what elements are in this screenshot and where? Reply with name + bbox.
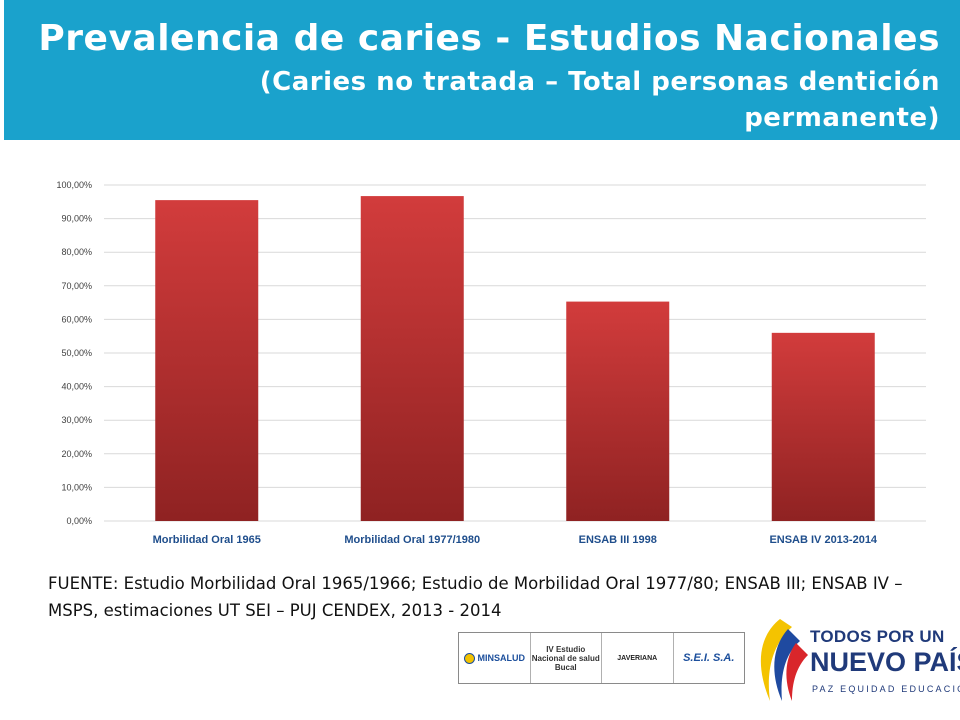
- y-tick-label: 10,00%: [61, 482, 92, 492]
- colombia-seal-icon: [463, 652, 475, 664]
- y-tick-label: 60,00%: [61, 314, 92, 324]
- x-category-label: Morbilidad Oral 1977/1980: [344, 534, 480, 546]
- bar-3: [566, 301, 670, 521]
- bar-2: [360, 196, 464, 521]
- todos-por-un-nuevo-pais-logo: TODOS POR UN NUEVO PAÍS PAZ EQUIDAD EDUC…: [752, 615, 960, 705]
- y-axis-tick-labels: 0,00% 10,00% 20,00% 30,00% 40,00% 50,00% 60,00…: [56, 180, 92, 526]
- bar-1: [155, 200, 259, 521]
- y-tick-label: 40,00%: [61, 382, 92, 392]
- x-category-label: ENSAB IV 2013-2014: [769, 534, 877, 546]
- flag-swoosh-icon: [760, 619, 808, 701]
- partner-logos: MINSALUD IV Estudio Nacional de salud Bu…: [458, 632, 745, 684]
- ensab-logo: IV Estudio Nacional de salud Bucal: [531, 633, 602, 683]
- minsalud-logo: MINSALUD: [459, 633, 531, 683]
- y-tick-label: 70,00%: [61, 281, 92, 291]
- y-tick-label: 30,00%: [61, 415, 92, 425]
- y-tick-label: 50,00%: [61, 348, 92, 358]
- x-category-label: ENSAB III 1998: [579, 534, 657, 546]
- sei-logo: S.E.I. S.A.: [683, 652, 735, 664]
- x-category-label: Morbilidad Oral 1965: [153, 534, 261, 546]
- y-tick-label: 0,00%: [66, 516, 92, 526]
- y-tick-label: 90,00%: [61, 214, 92, 224]
- y-tick-label: 20,00%: [61, 449, 92, 459]
- y-tick-label: 100,00%: [56, 180, 92, 190]
- bar-chart: 0,00% 10,00% 20,00% 30,00% 40,00% 50,00% 60,00…: [56, 180, 926, 546]
- header-banner: Prevalencia de caries - Estudios Naciona…: [4, 0, 960, 140]
- bar-4: [771, 332, 875, 521]
- y-tick-label: 80,00%: [61, 247, 92, 257]
- javeriana-logo: JAVERIANA: [602, 633, 674, 683]
- chart-bars: [155, 196, 875, 521]
- x-axis-category-labels: Morbilidad Oral 1965 Morbilidad Oral 1977…: [153, 534, 878, 546]
- page-title: Prevalencia de caries - Estudios Naciona…: [38, 18, 940, 59]
- page-subtitle: (Caries no tratada – Total personas dent…: [259, 67, 940, 133]
- source-note: FUENTE: Estudio Morbilidad Oral 1965/196…: [48, 574, 903, 620]
